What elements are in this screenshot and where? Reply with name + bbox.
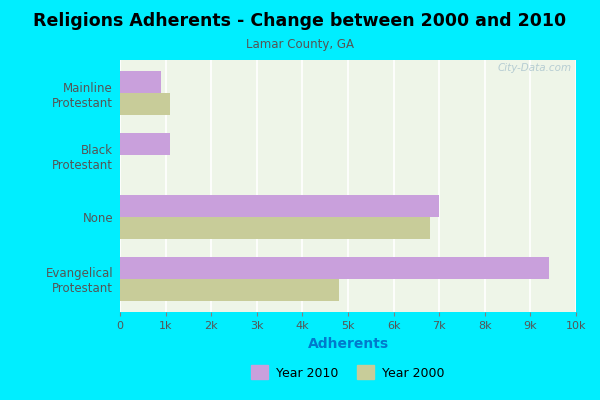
Bar [120,133,170,155]
Bar [120,257,548,279]
Text: City-Data.com: City-Data.com [497,62,571,72]
X-axis label: Adherents: Adherents [307,336,389,350]
Legend: Year 2010, Year 2000: Year 2010, Year 2000 [245,360,451,386]
Text: Religions Adherents - Change between 2000 and 2010: Religions Adherents - Change between 200… [34,12,566,30]
Bar [120,279,339,300]
Bar [120,217,430,239]
Bar [120,195,439,217]
Bar [120,72,161,93]
Text: Lamar County, GA: Lamar County, GA [246,38,354,51]
Bar [120,93,170,115]
